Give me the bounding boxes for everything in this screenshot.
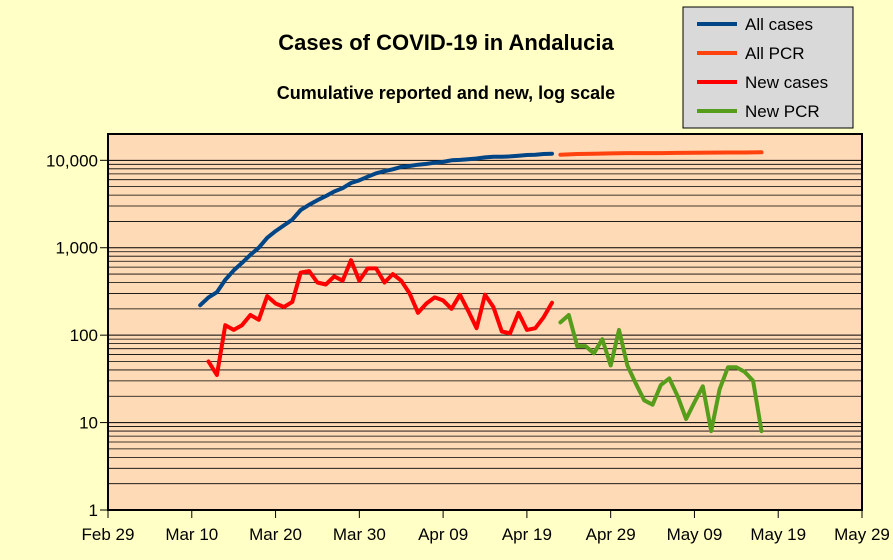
plot-area (108, 134, 862, 510)
x-tick-label: Apr 29 (586, 525, 636, 544)
y-tick-label: 100 (70, 326, 98, 345)
chart-title: Cases of COVID-19 in Andalucia (278, 30, 614, 55)
x-tick-label: Apr 19 (502, 525, 552, 544)
x-tick-label: Feb 29 (82, 525, 135, 544)
gridlines (108, 159, 862, 485)
series-lines (198, 150, 764, 434)
x-tick-label: Apr 09 (418, 525, 468, 544)
y-tick-label: 1 (89, 501, 98, 520)
series-line-new-pcr (558, 313, 764, 434)
x-tick-label: Mar 10 (165, 525, 218, 544)
y-tick-label: 1,000 (55, 239, 98, 258)
chart-subtitle: Cumulative reported and new, log scale (277, 83, 615, 103)
legend-label: New cases (745, 73, 828, 92)
legend-label: New PCR (745, 102, 820, 121)
legend-label: All cases (745, 15, 813, 34)
x-tick-label: May 29 (834, 525, 890, 544)
legend-label: All PCR (745, 44, 805, 63)
axes: 1 10 100 1,000 10,000 Feb 29 Mar 10 Mar 20 Mar 3… (46, 151, 890, 544)
legend-box (682, 6, 854, 129)
x-tick-label: Mar 30 (333, 525, 386, 544)
series-line-new-cases (206, 258, 554, 377)
legend: All cases All PCR New cases New PCR (682, 6, 854, 129)
x-tick-label: Mar 20 (249, 525, 302, 544)
plot-frame (107, 133, 863, 511)
y-tick-label: 10 (79, 414, 98, 433)
series-line-all-cases (198, 151, 554, 308)
y-tick-label: 10,000 (46, 151, 98, 170)
x-tick-label: May 09 (667, 525, 723, 544)
series-line-all-pcr (558, 150, 764, 157)
x-tick-label: May 19 (750, 525, 806, 544)
